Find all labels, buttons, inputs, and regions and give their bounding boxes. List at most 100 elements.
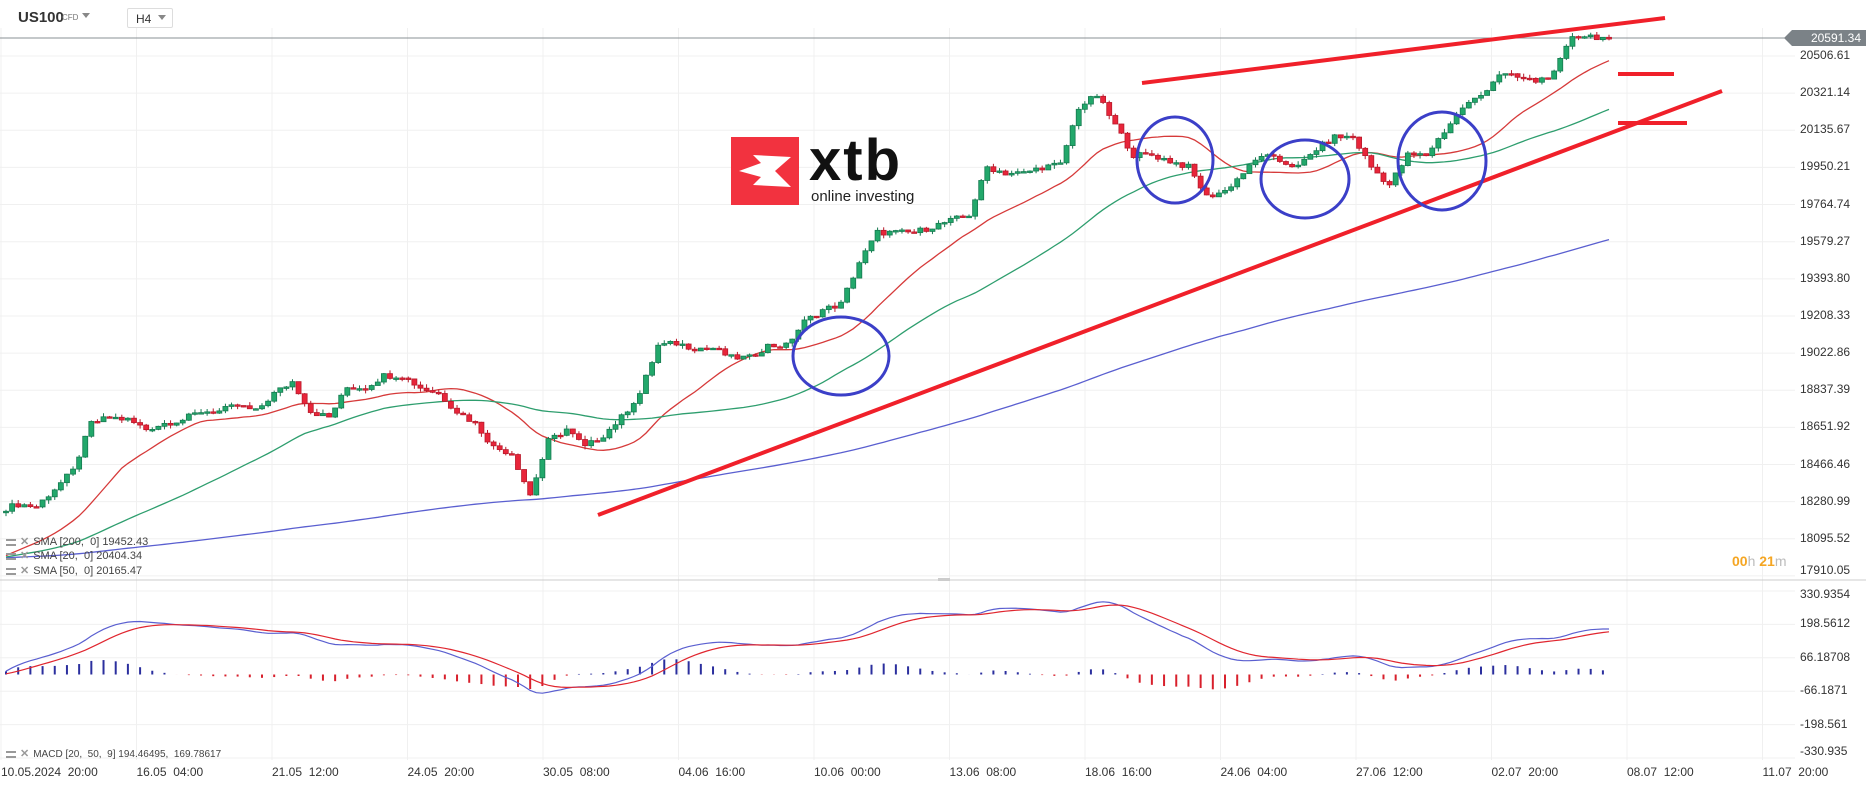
candle xyxy=(1027,170,1033,174)
candle-body xyxy=(716,347,723,351)
circle-annotation[interactable] xyxy=(1135,115,1215,205)
y-tick-label: 19208.33 xyxy=(1800,307,1851,322)
candle xyxy=(167,420,174,429)
candle xyxy=(783,342,790,350)
x-tick-label: 08.07 12:00 xyxy=(1627,765,1694,779)
trendline[interactable] xyxy=(597,89,1723,517)
candle xyxy=(789,338,796,347)
candle xyxy=(880,227,887,239)
candle-body xyxy=(1447,123,1454,134)
candle xyxy=(594,437,601,443)
legend-sma-20[interactable]: ✕ SMA [20, 0] 20404.34 xyxy=(6,550,142,563)
x-tick-label: 04.06 16:00 xyxy=(678,765,746,779)
candle xyxy=(1039,165,1046,174)
candle-body xyxy=(1569,36,1576,47)
candle xyxy=(216,408,223,414)
candle xyxy=(313,408,320,417)
candle xyxy=(9,499,15,514)
candle xyxy=(1545,77,1551,80)
candle xyxy=(39,499,46,509)
candle xyxy=(1088,95,1094,107)
candle-body xyxy=(429,390,436,393)
candle-body xyxy=(576,433,582,440)
candle-body xyxy=(1063,145,1070,164)
symbol-dropdown-chevron-icon[interactable] xyxy=(82,13,90,18)
candle-body xyxy=(655,344,662,363)
candle xyxy=(173,422,180,427)
candle-body xyxy=(460,412,467,416)
y-tick-label: 20321.14 xyxy=(1800,85,1851,100)
candle xyxy=(82,435,89,458)
candle-body xyxy=(697,347,704,352)
candle-body xyxy=(984,166,991,181)
candle-body xyxy=(1197,175,1204,189)
candle xyxy=(185,412,192,421)
candle-body xyxy=(582,439,588,447)
current-price-tag: 20591.34 xyxy=(1784,30,1866,46)
candle xyxy=(588,436,595,449)
candle xyxy=(1392,172,1399,187)
remove-icon[interactable]: ✕ xyxy=(20,748,30,760)
candle xyxy=(1057,159,1064,165)
candle-body xyxy=(515,454,521,470)
legend-macd[interactable]: ✕ MACD [20, 50, 9] 194.46495, 169.78617 xyxy=(6,748,221,761)
remove-icon[interactable]: ✕ xyxy=(20,565,30,577)
candle xyxy=(1447,121,1454,134)
legend-label: SMA [200, 0] 19452.43 xyxy=(33,536,149,548)
candle-body xyxy=(1484,90,1490,96)
candle xyxy=(490,440,497,450)
circle-annotation[interactable] xyxy=(791,315,891,397)
candle xyxy=(1240,173,1247,180)
symbol-name[interactable]: US100 xyxy=(18,9,64,26)
candle-body xyxy=(521,469,527,483)
candle xyxy=(344,386,351,398)
candle-body xyxy=(1185,163,1192,168)
y-tick-label: 19393.80 xyxy=(1800,270,1851,285)
candle xyxy=(905,229,911,234)
circle-annotation[interactable] xyxy=(1396,110,1488,212)
candle xyxy=(630,401,637,416)
logo-tagline: online investing xyxy=(811,188,915,205)
candle-body xyxy=(850,277,857,289)
candle xyxy=(1423,153,1430,157)
candle-body xyxy=(1057,162,1064,165)
candle xyxy=(1197,173,1204,192)
candle xyxy=(515,453,521,470)
candle xyxy=(1063,144,1070,165)
candle-body xyxy=(210,411,217,414)
candle xyxy=(326,412,332,418)
candle xyxy=(112,413,119,420)
candle xyxy=(752,353,759,357)
candle-body xyxy=(192,412,198,415)
candle-body xyxy=(856,262,863,279)
candle xyxy=(198,409,204,415)
macd-y-tick-label: -330.935 xyxy=(1800,743,1848,758)
pane-resize-handle[interactable] xyxy=(938,578,950,581)
circle-annotation[interactable] xyxy=(1259,138,1351,220)
candle-body xyxy=(1216,192,1222,198)
remove-icon[interactable]: ✕ xyxy=(20,536,30,548)
legend-sma-50[interactable]: ✕ SMA [50, 0] 20165.47 xyxy=(6,565,142,578)
candle xyxy=(1307,153,1314,160)
candle xyxy=(685,343,692,351)
sma-20-line xyxy=(5,60,1610,557)
candle xyxy=(70,466,76,476)
candle-body xyxy=(1191,163,1198,177)
trendline[interactable] xyxy=(1141,16,1666,85)
candle xyxy=(874,227,881,243)
candle-body xyxy=(1033,167,1039,172)
x-tick-label: 16.05 04:00 xyxy=(136,765,204,779)
y-tick-label: 18095.52 xyxy=(1800,530,1851,545)
candle xyxy=(600,434,607,442)
candle xyxy=(612,420,619,433)
candle-body xyxy=(106,416,113,419)
remove-icon[interactable]: ✕ xyxy=(20,550,30,562)
candle-body xyxy=(783,342,790,348)
candle xyxy=(947,215,954,226)
candle xyxy=(1301,155,1308,166)
timeframe-select[interactable]: H4 xyxy=(127,8,173,28)
candle xyxy=(259,403,265,411)
legend-sma-200[interactable]: ✕ SMA [200, 0] 19452.43 xyxy=(6,536,148,549)
candle-body xyxy=(502,449,509,455)
